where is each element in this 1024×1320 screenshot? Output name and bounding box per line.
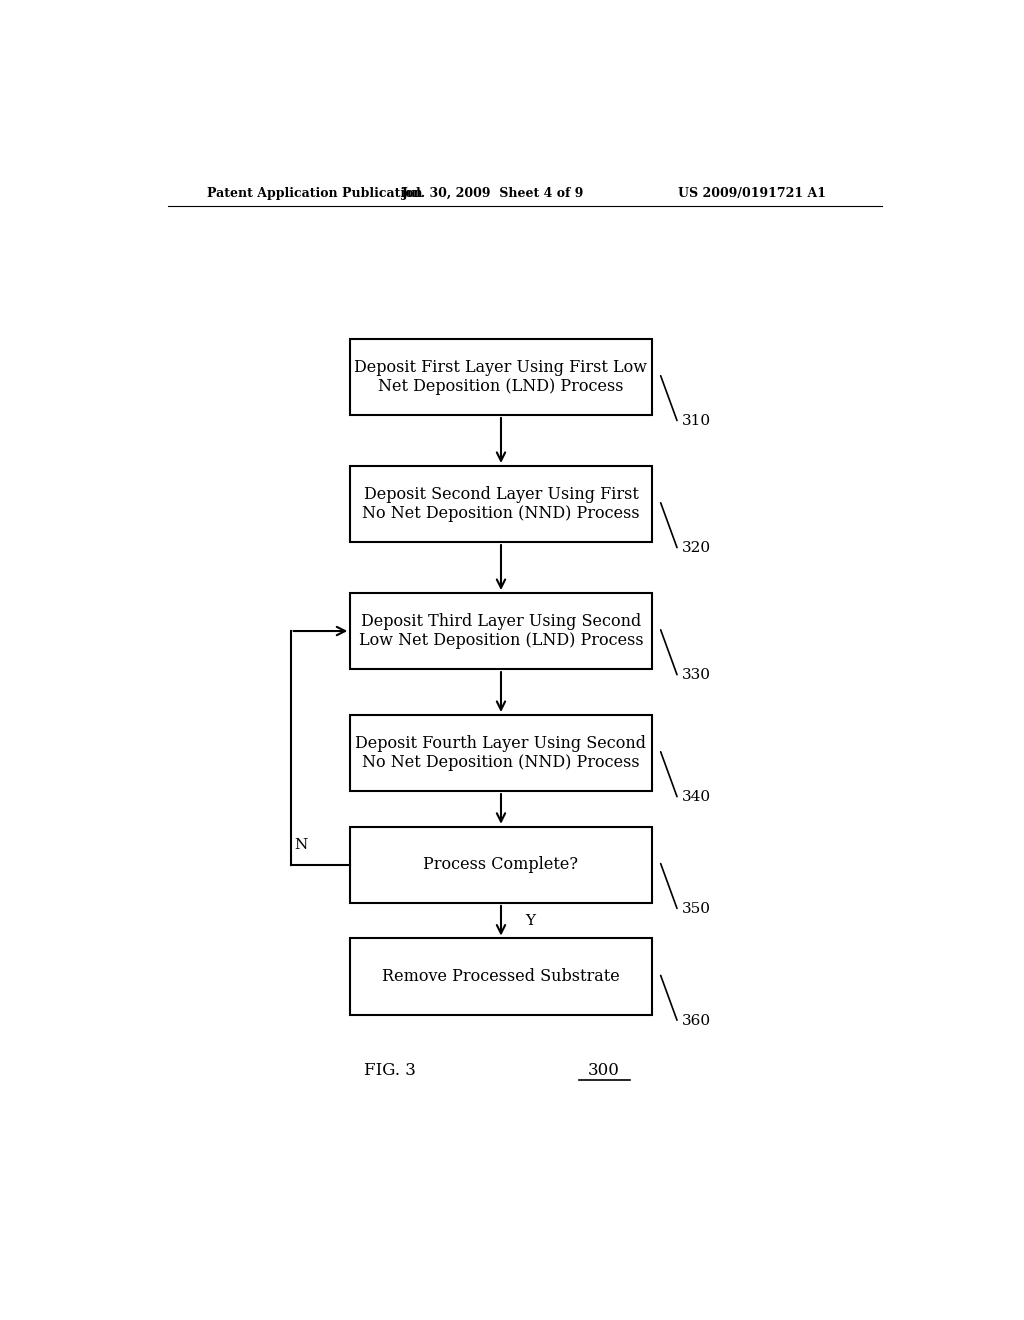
Text: Deposit Third Layer Using Second
Low Net Deposition (LND) Process: Deposit Third Layer Using Second Low Net… [358,612,643,649]
Text: Process Complete?: Process Complete? [424,857,579,874]
FancyBboxPatch shape [350,339,651,414]
FancyBboxPatch shape [350,715,651,791]
Text: N: N [295,838,308,851]
Text: 300: 300 [588,1063,621,1080]
FancyBboxPatch shape [350,939,651,1015]
Text: Deposit Second Layer Using First
No Net Deposition (NND) Process: Deposit Second Layer Using First No Net … [362,486,640,523]
Text: Remove Processed Substrate: Remove Processed Substrate [382,968,620,985]
Text: FIG. 3: FIG. 3 [364,1063,416,1080]
FancyBboxPatch shape [350,826,651,903]
Text: 330: 330 [682,668,711,682]
Text: US 2009/0191721 A1: US 2009/0191721 A1 [678,187,826,201]
FancyBboxPatch shape [350,593,651,669]
FancyBboxPatch shape [350,466,651,543]
Text: Patent Application Publication: Patent Application Publication [207,187,423,201]
Text: 320: 320 [682,541,711,556]
Text: Deposit Fourth Layer Using Second
No Net Deposition (NND) Process: Deposit Fourth Layer Using Second No Net… [355,735,646,771]
Text: Jul. 30, 2009  Sheet 4 of 9: Jul. 30, 2009 Sheet 4 of 9 [401,187,585,201]
Text: 350: 350 [682,902,711,916]
Text: Y: Y [524,913,535,928]
Text: 340: 340 [682,791,711,804]
Text: 360: 360 [682,1014,711,1028]
Text: 310: 310 [682,414,711,428]
Text: Deposit First Layer Using First Low
Net Deposition (LND) Process: Deposit First Layer Using First Low Net … [354,359,647,395]
